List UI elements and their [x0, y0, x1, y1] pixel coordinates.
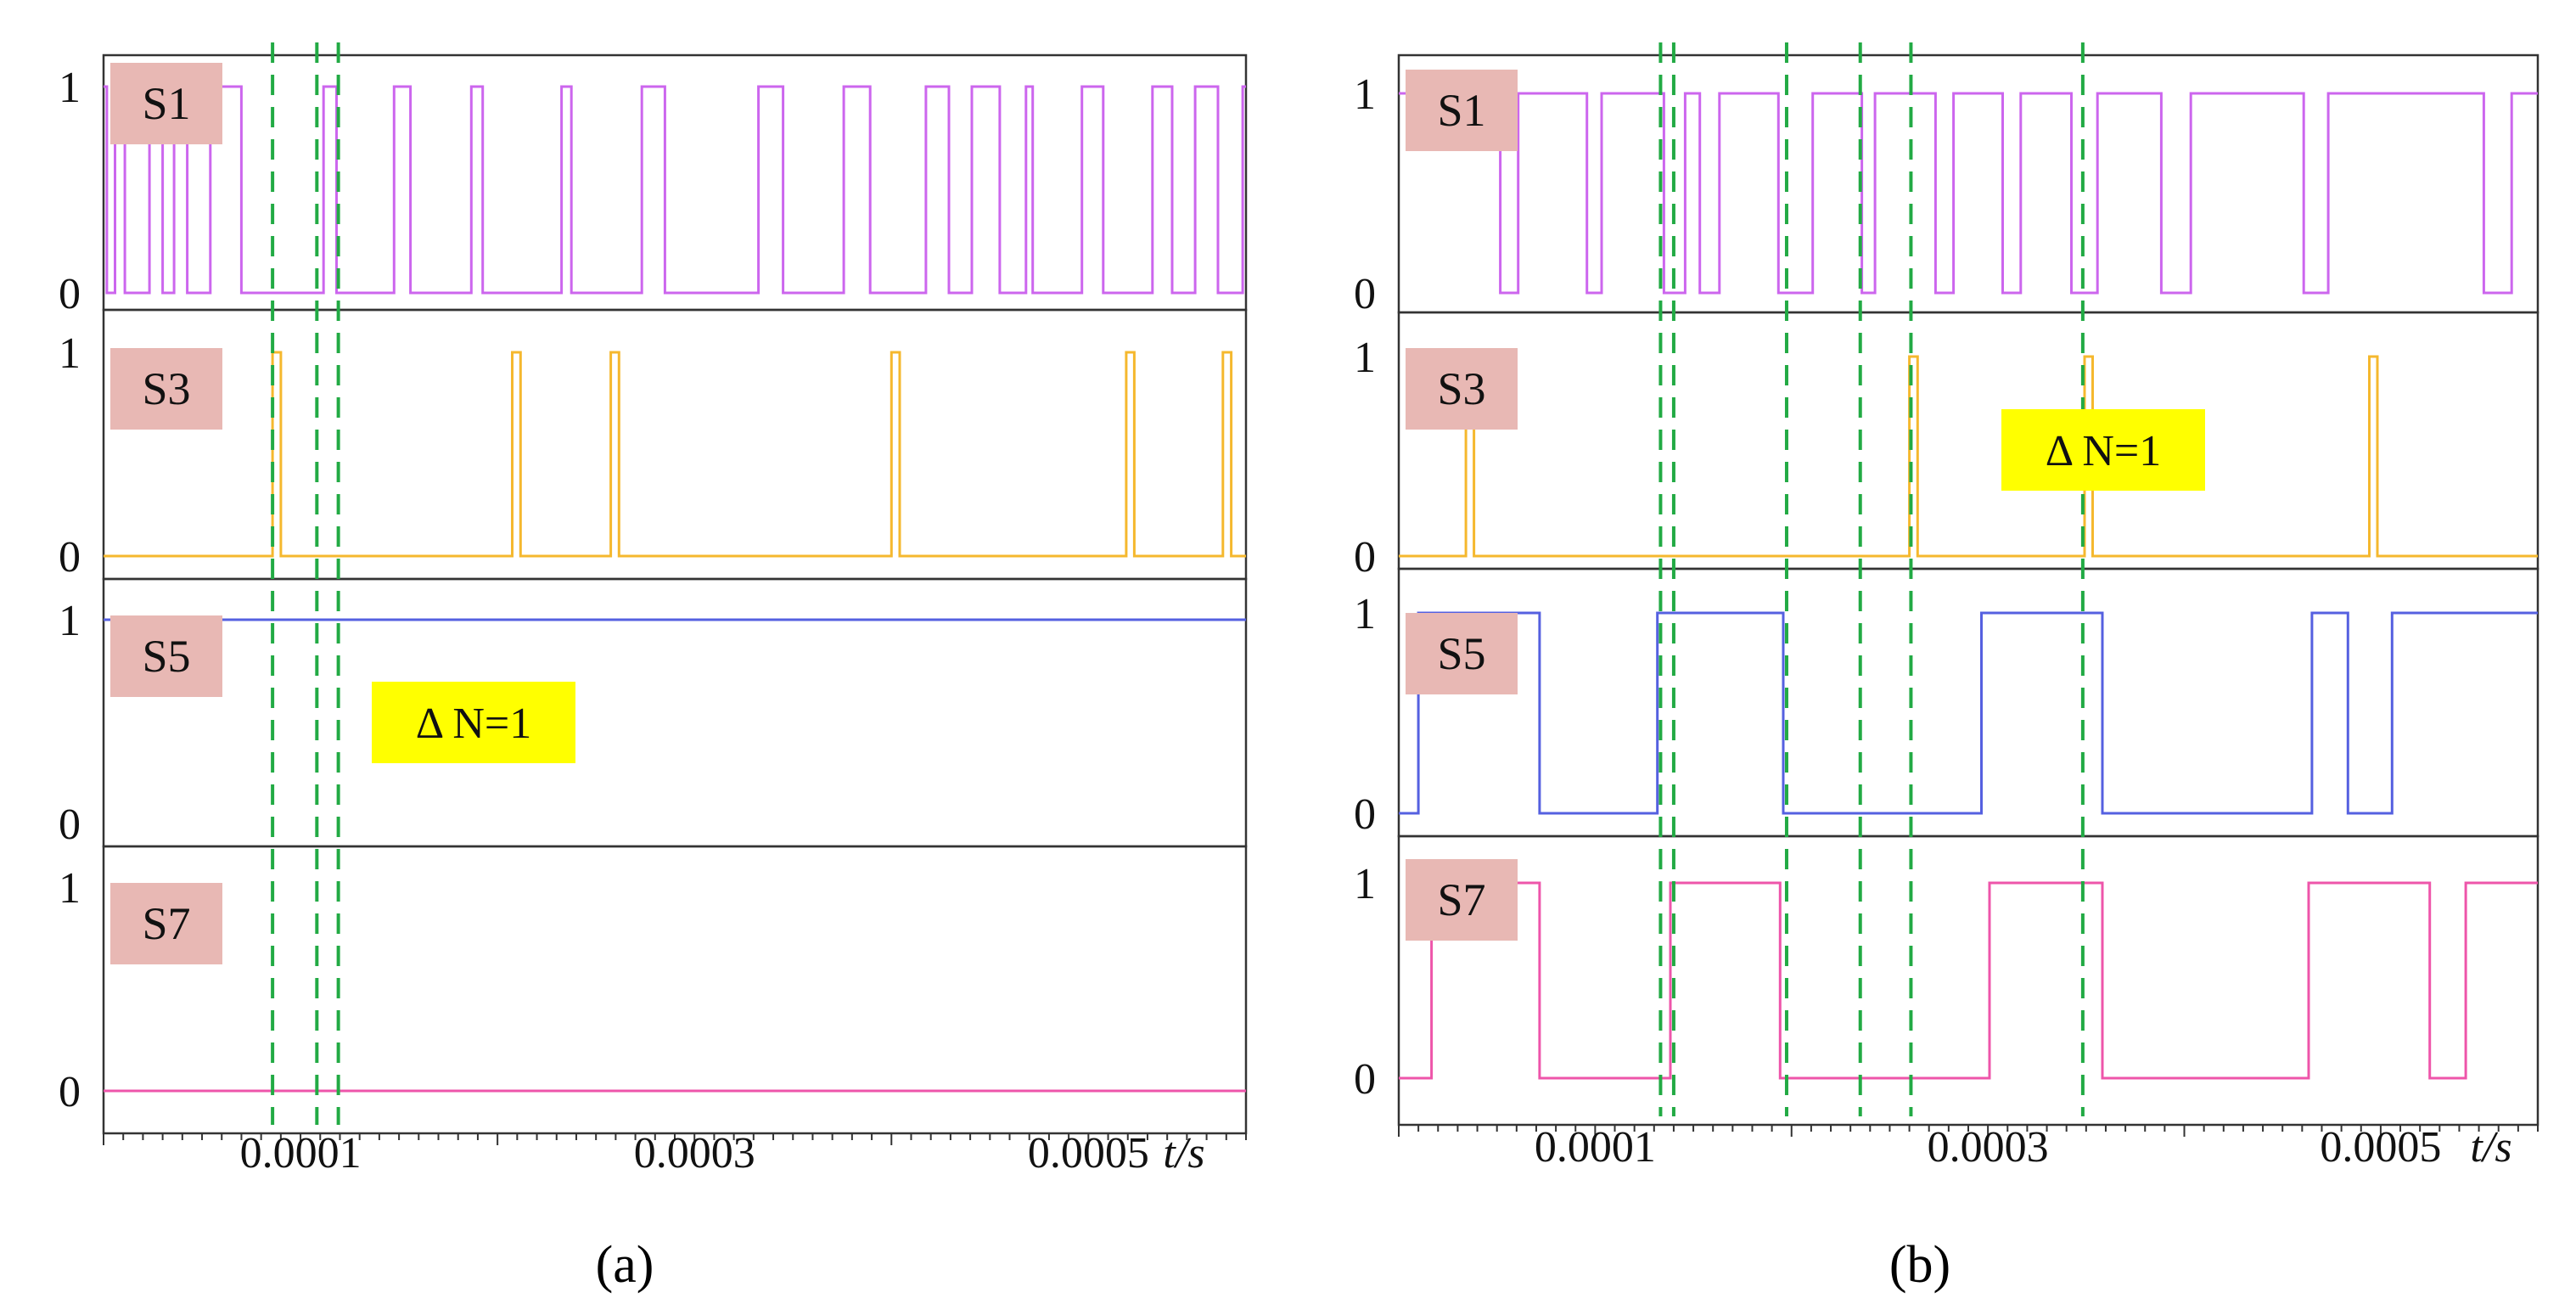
plot-frame-s5 [1397, 567, 2540, 838]
y-tick-label-low: 0 [1354, 270, 1376, 318]
y-tick-label-high: 1 [59, 329, 81, 378]
y-tick-label-high: 1 [59, 64, 81, 112]
y-tick-label-high: 1 [59, 597, 81, 645]
x-tick-label: 0.0001 [1535, 1123, 1656, 1172]
plot-frame-s1 [102, 53, 1248, 312]
signal-s1-waveform [104, 85, 1246, 295]
row-label-s1: S1 [1437, 85, 1485, 136]
row-label-box-s1 [110, 63, 222, 144]
row-label-box-s3 [1406, 348, 1518, 430]
annotation-text: Δ N=1 [416, 700, 531, 748]
plot-frame-s7 [1397, 835, 2540, 1127]
row-label-box-s7 [110, 883, 222, 964]
panel-b: 0.0001 0.0003 0.0005 t/s 1 0 S1 1 0 S3 1 0 S5 1 0 S7 Δ N… [1354, 42, 2540, 1172]
y-tick-label-high: 1 [1354, 334, 1376, 382]
row-label-s3: S3 [1437, 363, 1485, 414]
row-label-box-s5 [1406, 613, 1518, 694]
row-label-box-s1 [1406, 70, 1518, 151]
y-tick-label-high: 1 [1354, 590, 1376, 638]
signal-s7-waveform [1399, 881, 2538, 1080]
x-tick-label: 0.0003 [634, 1129, 755, 1177]
row-label-s7: S7 [1437, 874, 1485, 925]
y-tick-label-low: 0 [59, 1068, 81, 1116]
row-label-s3: S3 [142, 363, 190, 414]
y-tick-label-low: 0 [1354, 533, 1376, 582]
annotation-box [372, 682, 575, 763]
y-tick-label-high: 1 [1354, 860, 1376, 908]
signal-s3-waveform [104, 351, 1246, 558]
x-axis-label: t/s [2470, 1123, 2511, 1172]
signal-s5-waveform [1399, 611, 2538, 815]
row-label-s5: S5 [142, 631, 190, 682]
y-tick-label-low: 0 [1354, 1055, 1376, 1104]
annotation-text: Δ N=1 [2046, 427, 2161, 475]
row-label-box-s7 [1406, 859, 1518, 941]
plot-frame-s3 [102, 308, 1248, 581]
y-tick-label-low: 0 [59, 533, 81, 582]
panel-label-a: (a) [596, 1236, 654, 1294]
panel-a: 0.0001 0.0003 0.0005 t/s 1 0 S1 1 0 S3 1 0 S5 1 0 S7 Δ N… [59, 42, 1248, 1177]
y-tick-label-high: 1 [1354, 70, 1376, 119]
row-label-s7: S7 [142, 898, 190, 949]
x-tick-label: 0.0005 [1028, 1129, 1149, 1177]
signal-s1-waveform [1399, 92, 2538, 295]
x-tick-label: 0.0003 [1928, 1123, 2049, 1172]
y-tick-label-high: 1 [59, 864, 81, 913]
x-tick-label: 0.0001 [240, 1129, 362, 1177]
panel-label-b: (b) [1889, 1236, 1950, 1294]
x-axis-label: t/s [1163, 1129, 1204, 1177]
row-label-s1: S1 [142, 78, 190, 129]
annotation-box [2001, 409, 2205, 491]
signal-s3-waveform [1399, 355, 2538, 558]
y-tick-label-low: 0 [59, 801, 81, 849]
y-tick-label-low: 0 [59, 270, 81, 318]
row-label-box-s3 [110, 348, 222, 430]
x-tick-label: 0.0005 [2320, 1123, 2441, 1172]
plot-frame-s3 [1397, 311, 2540, 570]
y-tick-label-low: 0 [1354, 790, 1376, 839]
row-label-s5: S5 [1437, 628, 1485, 679]
row-label-box-s5 [110, 615, 222, 697]
